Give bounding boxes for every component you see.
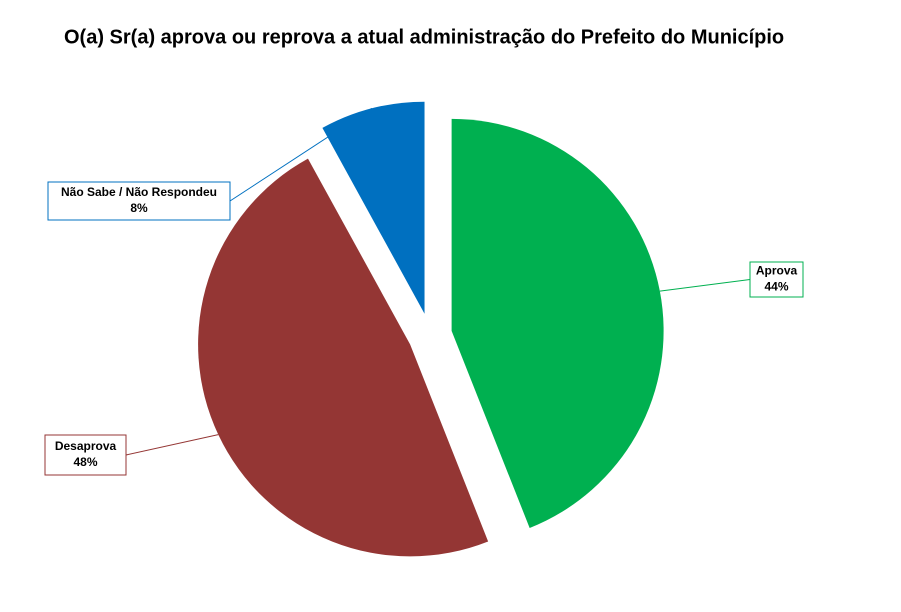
pie-slice — [451, 118, 664, 528]
pie-slice — [322, 101, 425, 314]
leader-line — [229, 107, 373, 202]
leader-line — [659, 279, 751, 292]
slice-label: Aprova — [756, 264, 798, 278]
slice-value-label: 48% — [73, 455, 97, 469]
leader-line — [125, 434, 219, 456]
slice-label: Não Sabe / Não Respondeu — [61, 185, 217, 199]
chart-title: O(a) Sr(a) aprova ou reprova a atual adm… — [64, 26, 784, 48]
slice-label: Desaprova — [55, 439, 117, 453]
label-box — [47, 181, 231, 221]
pie-slice — [198, 158, 489, 557]
slice-value-label: 8% — [130, 201, 148, 215]
label-box — [44, 434, 127, 476]
slice-value-label: 44% — [764, 280, 788, 294]
label-box — [749, 261, 804, 298]
